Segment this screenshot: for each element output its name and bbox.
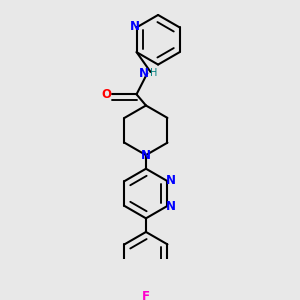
Text: N: N: [130, 20, 140, 33]
Text: N: N: [166, 200, 176, 213]
Text: N: N: [141, 148, 151, 162]
Text: N: N: [166, 174, 176, 187]
Text: F: F: [142, 290, 150, 300]
Text: H: H: [150, 68, 158, 78]
Text: N: N: [139, 67, 149, 80]
Text: O: O: [102, 88, 112, 101]
